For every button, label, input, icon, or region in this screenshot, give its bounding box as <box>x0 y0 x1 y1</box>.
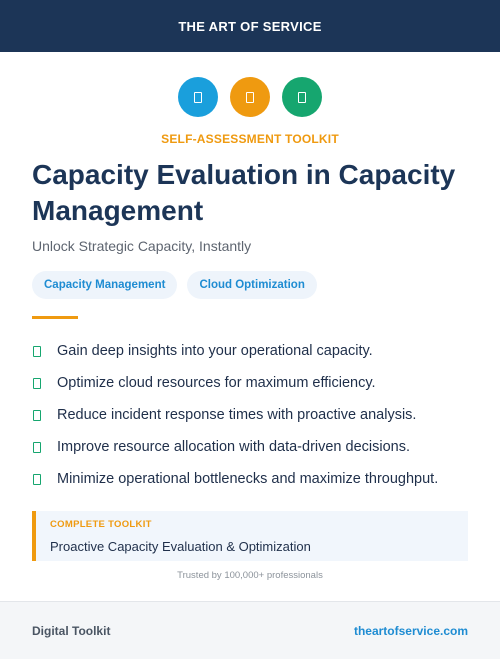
top-banner: THE ART OF SERVICE <box>0 0 500 52</box>
trusted-note: Trusted by 100,000+ professionals <box>177 570 323 581</box>
toolkit-text: Proactive Capacity Evaluation & Optimiza… <box>50 538 311 554</box>
check-icon <box>33 345 41 357</box>
check-icon <box>33 377 41 389</box>
bullet-text: Minimize operational bottlenecks and max… <box>57 471 439 487</box>
tag-list: Capacity Management Cloud Optimization <box>32 271 468 299</box>
page-title: Capacity Evaluation in Capacity Manageme… <box>32 159 456 226</box>
toolkit-label: COMPLETE TOOLKIT <box>50 518 152 530</box>
accent-divider <box>32 316 78 319</box>
list-item: Reduce incident response times with proa… <box>32 399 468 431</box>
footer: Digital Toolkit theartofservice.com <box>0 601 500 659</box>
icon-row <box>0 77 500 117</box>
check-icon <box>33 409 41 421</box>
list-item: Gain deep insights into your operational… <box>32 335 468 367</box>
tag-cloud-optimization[interactable]: Cloud Optimization <box>187 271 317 299</box>
toolkit-callout: COMPLETE TOOLKIT Proactive Capacity Eval… <box>32 511 468 561</box>
subtitle: Unlock Strategic Capacity, Instantly <box>32 238 252 254</box>
list-item: Improve resource allocation with data-dr… <box>32 431 468 463</box>
bullet-text: Reduce incident response times with proa… <box>57 407 417 423</box>
document-icon <box>178 77 218 117</box>
check-icon <box>33 473 41 485</box>
benefit-list: Gain deep insights into your operational… <box>32 335 468 495</box>
website-link[interactable]: theartofservice.com <box>353 623 468 638</box>
bullet-text: Optimize cloud resources for maximum eff… <box>57 375 376 391</box>
tag-capacity-management[interactable]: Capacity Management <box>32 271 178 299</box>
checklist-icon <box>282 77 322 117</box>
kicker-label: SELF-ASSESSMENT TOOLKIT <box>161 132 339 146</box>
list-item: Optimize cloud resources for maximum eff… <box>32 367 468 399</box>
footer-label: Digital Toolkit <box>32 623 111 638</box>
list-item: Minimize operational bottlenecks and max… <box>32 463 468 495</box>
clipboard-icon <box>230 77 270 117</box>
check-icon <box>33 441 41 453</box>
bullet-text: Gain deep insights into your operational… <box>57 343 373 359</box>
bullet-text: Improve resource allocation with data-dr… <box>57 439 411 455</box>
brand-name: THE ART OF SERVICE <box>178 18 322 34</box>
